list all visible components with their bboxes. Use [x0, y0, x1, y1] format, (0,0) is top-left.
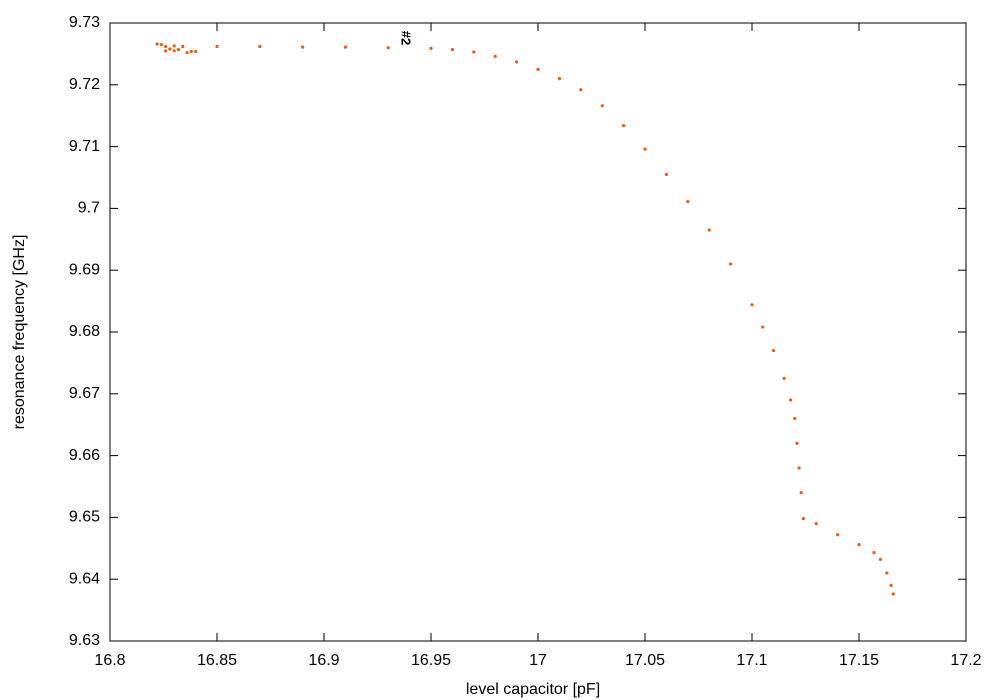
- data-point: [159, 43, 163, 47]
- x-axis-label: level capacitor [pF]: [466, 681, 600, 698]
- y-axis-label: resonance frequency [GHz]: [11, 235, 28, 430]
- data-point: [164, 49, 168, 53]
- x-tick-label: 17.2: [950, 652, 981, 669]
- data-point: [795, 441, 799, 445]
- data-point: [194, 49, 198, 54]
- y-tick-label: 9.68: [69, 323, 100, 340]
- x-tick-label: 16.9: [308, 652, 339, 669]
- data-point: [189, 49, 193, 54]
- y-tick-label: 9.73: [69, 14, 100, 31]
- data-point: [258, 44, 262, 49]
- data-point: [857, 542, 861, 547]
- data-point: [172, 44, 176, 48]
- data-point: [664, 172, 669, 177]
- x-tick-label: 17.05: [625, 652, 665, 669]
- x-tick-label: 16.8: [94, 652, 125, 669]
- data-point: [891, 592, 895, 596]
- data-point: [889, 583, 893, 587]
- y-tick-label: 9.66: [69, 447, 100, 464]
- data-point: [814, 521, 818, 526]
- data-point: [176, 47, 181, 52]
- data-point: [515, 60, 519, 64]
- y-tick-label: 9.65: [69, 509, 100, 526]
- data-point: [872, 551, 876, 555]
- y-tick-label: 9.67: [69, 385, 100, 402]
- data-point: [622, 123, 626, 128]
- x-tick-label: 17: [529, 652, 547, 669]
- data-point: [386, 46, 390, 50]
- data-point: [750, 303, 754, 307]
- data-point: [686, 200, 690, 204]
- data-point: [450, 47, 454, 52]
- y-tick-label: 9.71: [69, 138, 100, 155]
- data-point: [579, 88, 583, 92]
- data-point: [878, 557, 883, 562]
- data-point: [788, 398, 793, 402]
- data-point: [536, 67, 540, 71]
- annotation: #2: [399, 31, 414, 45]
- data-point: [168, 47, 172, 51]
- y-tick-label: 9.69: [69, 261, 100, 278]
- data-point: [172, 49, 176, 53]
- x-tick-label: 16.85: [197, 652, 237, 669]
- data-point: [472, 50, 476, 54]
- data-point: [643, 147, 647, 151]
- data-point: [836, 533, 840, 537]
- data-point: [155, 42, 159, 46]
- data-point: [215, 44, 219, 49]
- data-point: [799, 491, 803, 495]
- data-point: [343, 45, 347, 49]
- data-point: [600, 104, 604, 108]
- data-point: [301, 45, 305, 49]
- data-point: [761, 325, 765, 329]
- y-tick-label: 9.63: [69, 632, 100, 649]
- data-point: [181, 44, 185, 49]
- data-point: [729, 262, 733, 266]
- data-point: [164, 44, 168, 49]
- y-tick-label: 9.72: [69, 76, 100, 93]
- data-point: [771, 348, 776, 353]
- plot-frame: [109, 22, 967, 642]
- data-point: [493, 54, 497, 58]
- data-point: [782, 376, 786, 380]
- data-point: [797, 466, 801, 470]
- x-tick-label: 17.1: [736, 652, 767, 669]
- data-point: [185, 51, 189, 55]
- x-tick-label: 16.95: [411, 652, 451, 669]
- data-point: [707, 228, 711, 232]
- data-point: [793, 416, 797, 421]
- data-point: [801, 517, 805, 521]
- x-tick-label: 17.15: [839, 652, 879, 669]
- y-tick-label: 9.64: [69, 570, 100, 587]
- y-tick-label: 9.7: [78, 200, 100, 217]
- data-point: [885, 571, 889, 575]
- data-point: [557, 77, 562, 81]
- data-point: [429, 46, 433, 50]
